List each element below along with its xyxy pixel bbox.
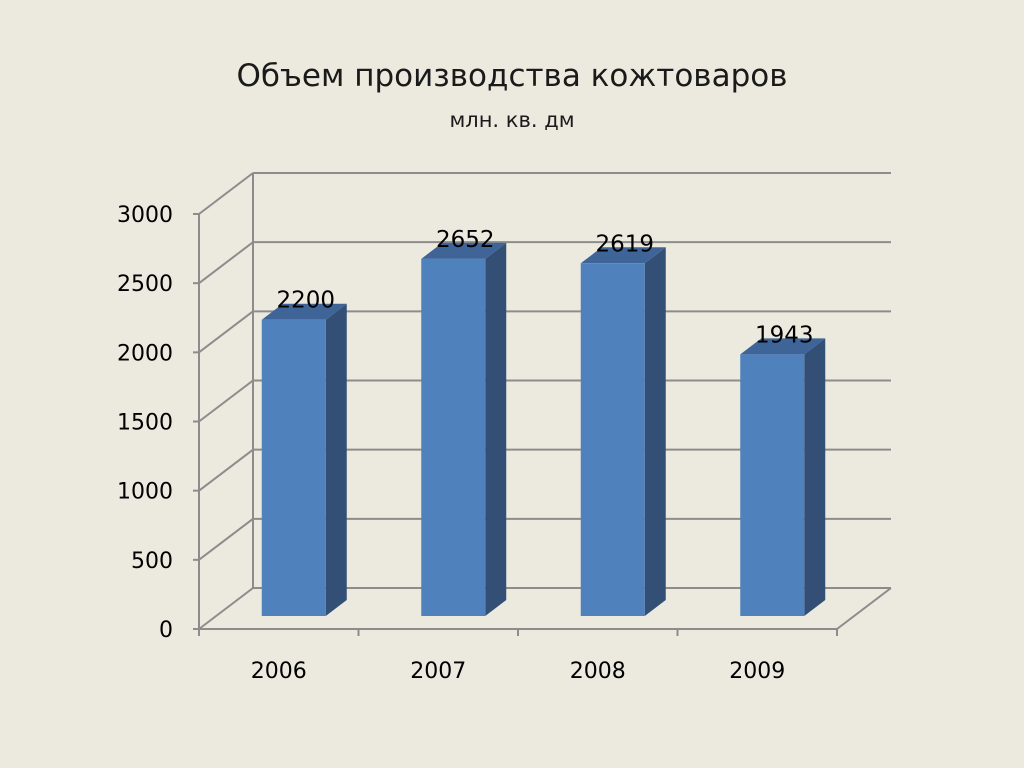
bar-top-2007 (421, 242, 507, 259)
data-label-2007: 2652 (436, 227, 495, 253)
y-tick-label: 3000 (117, 203, 173, 228)
y-tick-label: 2000 (117, 341, 173, 366)
y-tick-label: 2500 (117, 272, 173, 297)
side-gridline-2500 (198, 241, 254, 284)
data-label-2009: 1943 (755, 322, 814, 348)
side-gridline-1000 (198, 448, 254, 492)
y-tick-label: 500 (131, 549, 173, 574)
side-gridline-3000 (198, 172, 254, 215)
bar-2009 (740, 354, 805, 616)
chart-subtitle: млн. кв. дм (449, 108, 575, 132)
bar-layer (261, 242, 826, 617)
bar-side-2006 (325, 303, 347, 616)
bar-side-2008 (644, 247, 666, 617)
bar-top-2009 (740, 338, 826, 355)
x-tick-label-2008: 2008 (570, 659, 626, 684)
bar-2008 (580, 263, 645, 616)
bar-side-2007 (485, 242, 507, 616)
bar-top-2006 (261, 303, 347, 320)
side-gridline-1500 (198, 379, 254, 423)
bar-2007 (421, 258, 486, 616)
side-gridline-0 (198, 587, 254, 630)
x-tick-label-2009: 2009 (729, 659, 785, 684)
y-tick-label: 1500 (117, 411, 173, 436)
bar-top-2008 (580, 247, 666, 264)
floor-right-edge (836, 587, 892, 630)
axis-layer: 0 500 1000 1500 2000 2500 3000 2006 2007 2008 2009 (117, 203, 838, 684)
chart-title: Объем производства кожтоваров (236, 58, 788, 94)
data-label-2006: 2200 (276, 288, 335, 314)
side-gridline-2000 (198, 310, 254, 354)
y-tick-label: 1000 (117, 480, 173, 505)
data-label-2008: 2619 (595, 231, 654, 257)
label-layer: 2200 2652 2619 1943 (276, 227, 813, 348)
y-tick-label: 0 (159, 618, 173, 643)
x-tick-label-2006: 2006 (251, 659, 307, 684)
side-gridline-500 (198, 518, 254, 561)
x-tick-label-2007: 2007 (410, 659, 466, 684)
bar-side-2009 (804, 338, 826, 616)
bar-2006 (261, 319, 326, 616)
